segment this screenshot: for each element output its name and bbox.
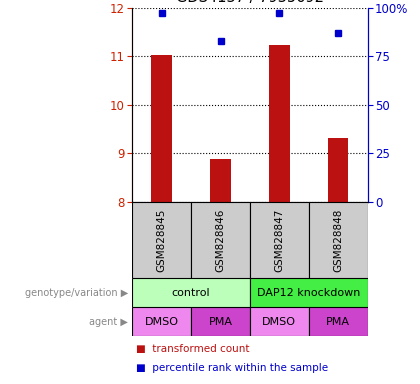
Bar (250, 202, 309, 278)
Bar (191, 307, 250, 336)
Bar (191, 202, 250, 278)
Bar (309, 202, 368, 278)
Bar (152, 55, 172, 202)
Text: ■  transformed count: ■ transformed count (136, 344, 250, 354)
Text: ■  percentile rank within the sample: ■ percentile rank within the sample (136, 363, 328, 373)
Text: genotype/variation ▶: genotype/variation ▶ (25, 288, 128, 298)
Text: agent ▶: agent ▶ (89, 316, 128, 327)
Text: GSM828847: GSM828847 (274, 208, 284, 272)
Title: GDS4137 / 7935692: GDS4137 / 7935692 (176, 0, 324, 5)
Text: DMSO: DMSO (145, 316, 178, 327)
Bar (210, 159, 231, 202)
Text: GSM828846: GSM828846 (215, 208, 226, 272)
Bar (309, 307, 368, 336)
Text: DAP12 knockdown: DAP12 knockdown (257, 288, 360, 298)
Bar (250, 278, 368, 307)
Bar (269, 45, 290, 202)
Text: control: control (172, 288, 210, 298)
Text: GSM828848: GSM828848 (333, 208, 343, 272)
Text: PMA: PMA (326, 316, 350, 327)
Bar (328, 137, 349, 202)
Bar (132, 278, 250, 307)
Text: DMSO: DMSO (262, 316, 296, 327)
Text: PMA: PMA (208, 316, 233, 327)
Bar (250, 307, 309, 336)
Bar (132, 202, 191, 278)
Text: GSM828845: GSM828845 (157, 208, 167, 272)
Bar (132, 307, 191, 336)
